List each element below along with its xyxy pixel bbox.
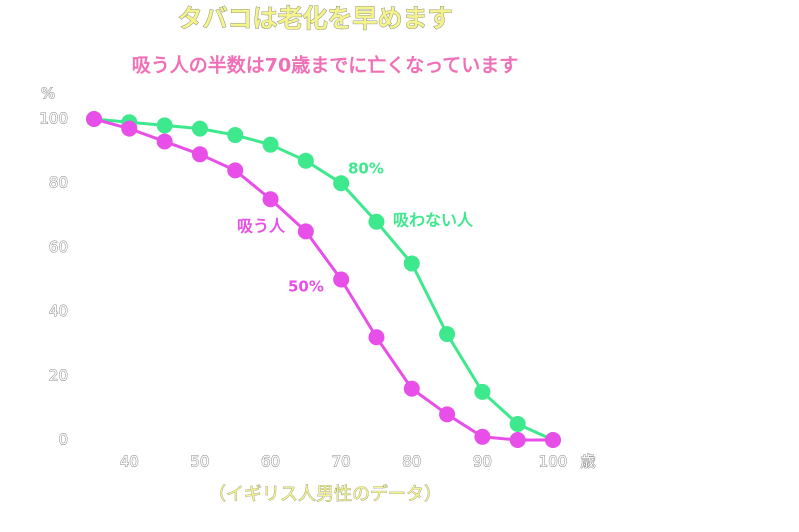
x-unit: 歳: [580, 453, 595, 471]
chart-subtitle: 吸う人の半数は70歳までに亡くなっています: [132, 54, 519, 77]
series-label: 吸う人: [237, 217, 286, 236]
annotation: 50%: [288, 278, 324, 296]
data-point: [297, 223, 314, 240]
data-point: [191, 120, 208, 137]
data-point: [474, 383, 491, 400]
x-tick-label: 90: [473, 453, 492, 471]
data-point: [545, 432, 561, 448]
data-point: [121, 120, 138, 137]
annotation: 80%: [348, 160, 384, 178]
y-tick-label: 40: [49, 302, 68, 320]
y-tick-label: 100: [39, 110, 68, 128]
x-tick-label: 60: [261, 453, 280, 471]
data-point: [439, 326, 456, 343]
data-point: [403, 255, 420, 272]
data-point: [262, 191, 279, 208]
data-point: [368, 329, 385, 346]
data-point: [333, 175, 350, 192]
data-point: [509, 415, 526, 432]
x-tick-label: 70: [332, 453, 351, 471]
data-point: [191, 146, 208, 163]
y-tick-label: 60: [49, 238, 68, 256]
chart-title: タバコは老化を早めます: [177, 4, 452, 33]
data-point: [403, 380, 420, 397]
y-unit: %: [41, 85, 55, 103]
data-point: [156, 133, 173, 150]
caption: （イギリス人男性のデータ）: [208, 484, 442, 505]
data-point: [297, 152, 314, 169]
x-tick-label: 40: [120, 453, 139, 471]
y-tick-label: 20: [49, 366, 68, 384]
data-point: [156, 117, 173, 134]
data-point: [509, 432, 526, 448]
data-point: [439, 406, 456, 423]
data-point: [227, 162, 244, 179]
data-point: [333, 271, 350, 288]
data-point: [474, 428, 491, 445]
x-tick-label: 50: [190, 453, 209, 471]
data-point: [368, 213, 385, 230]
x-tick-label: 100: [539, 453, 568, 471]
data-point: [262, 136, 279, 153]
data-point: [86, 111, 102, 127]
x-tick-label: 80: [402, 453, 421, 471]
series-label: 吸わない人: [393, 211, 474, 230]
y-tick-label: 0: [58, 431, 68, 449]
data-point: [227, 127, 244, 144]
y-tick-label: 80: [49, 174, 68, 192]
